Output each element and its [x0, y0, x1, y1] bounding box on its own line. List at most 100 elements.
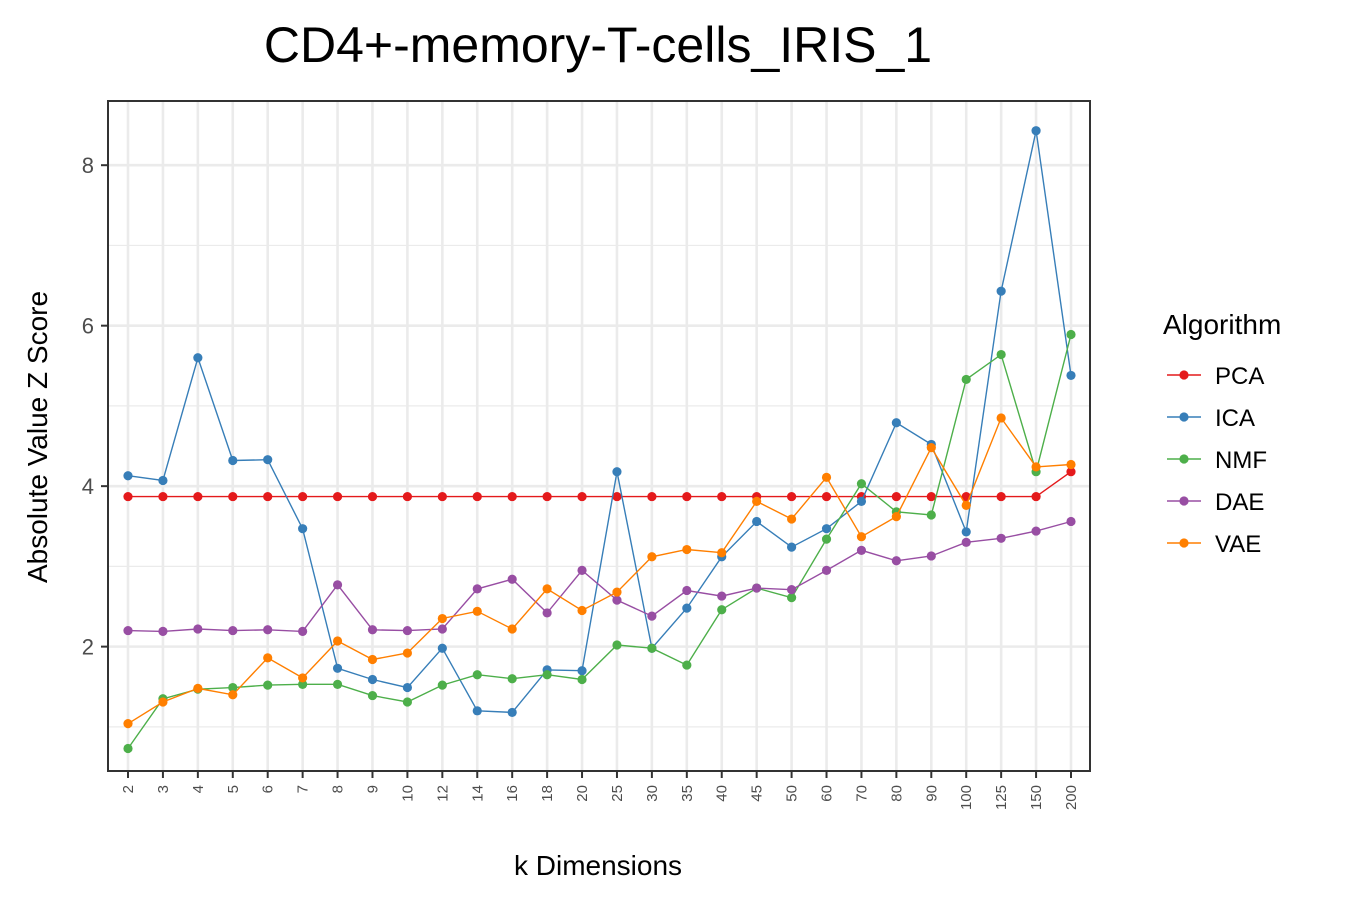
data-point-nmf	[437, 680, 447, 690]
data-point-pca	[123, 491, 133, 502]
data-point-dae	[402, 625, 413, 636]
legend-label-ica: ICA	[1215, 405, 1255, 432]
data-point-dae	[332, 580, 343, 590]
data-point-vae	[786, 514, 797, 524]
data-point-dae	[996, 533, 1006, 543]
data-point-ica	[612, 467, 622, 477]
series-layer	[123, 126, 1076, 754]
data-point-vae	[891, 512, 901, 522]
data-point-dae	[1031, 526, 1041, 536]
data-point-dae	[1066, 516, 1076, 527]
data-point-ica	[158, 475, 168, 486]
data-point-pca	[926, 491, 936, 502]
data-point-vae	[298, 673, 308, 683]
data-point-pca	[298, 491, 308, 502]
x-tick-label: 40	[714, 785, 731, 802]
legend-item-ica: ICA	[1167, 405, 1255, 432]
series-line-vae	[127, 416, 1072, 725]
data-point-nmf	[647, 643, 657, 653]
data-point-nmf	[717, 605, 727, 615]
x-tick-label: 70	[853, 785, 870, 802]
x-tick-label: 10	[399, 785, 416, 802]
x-tick-label: 14	[469, 785, 486, 802]
data-point-ica	[193, 353, 203, 363]
data-point-nmf	[682, 660, 692, 670]
legend-label-nmf: NMF	[1215, 447, 1267, 474]
series-line-dae	[127, 520, 1072, 633]
data-point-pca	[612, 491, 622, 502]
data-point-vae	[402, 648, 413, 658]
data-point-pca	[717, 491, 727, 502]
data-point-vae	[263, 653, 273, 663]
data-point-pca	[402, 491, 413, 502]
data-point-vae	[228, 690, 238, 700]
data-point-vae	[1031, 462, 1041, 472]
data-point-ica	[1031, 126, 1041, 136]
x-tick-label: 30	[644, 785, 661, 802]
x-tick-label: 200	[1063, 785, 1080, 810]
data-point-nmf	[507, 674, 517, 684]
data-point-ica	[437, 643, 447, 653]
legend-key-point	[1179, 454, 1189, 464]
data-point-dae	[577, 565, 587, 576]
x-tick-label: 50	[784, 785, 801, 802]
x-tick-label: 8	[330, 785, 347, 793]
legend-item-pca: PCA	[1167, 363, 1264, 390]
x-tick-label: 4	[190, 785, 207, 793]
data-point-ica	[577, 666, 587, 676]
data-point-pca	[577, 491, 587, 502]
data-point-dae	[856, 545, 867, 555]
legend-key-point	[1179, 496, 1189, 506]
data-point-ica	[228, 455, 238, 466]
data-point-vae	[158, 697, 168, 707]
data-point-nmf	[228, 682, 238, 693]
data-point-pca	[682, 491, 692, 502]
data-point-dae	[682, 585, 692, 596]
data-point-ica	[821, 524, 832, 534]
data-point-ica	[961, 527, 971, 537]
data-point-nmf	[577, 674, 587, 685]
data-point-ica	[507, 707, 517, 718]
data-point-dae	[123, 625, 133, 636]
data-point-vae	[507, 624, 517, 634]
data-point-ica	[263, 455, 273, 465]
data-point-pca	[437, 491, 447, 502]
data-point-pca	[263, 491, 273, 502]
series-pca	[123, 467, 1076, 502]
data-point-vae	[926, 443, 936, 453]
x-tick-label: 80	[888, 785, 905, 802]
data-point-vae	[961, 500, 971, 511]
data-point-nmf	[123, 743, 133, 754]
data-point-ica	[682, 603, 692, 613]
legend-label-dae: DAE	[1215, 489, 1264, 516]
x-tick-label: 5	[225, 785, 242, 793]
data-point-nmf	[612, 640, 622, 650]
data-point-nmf	[542, 670, 552, 680]
data-point-pca	[996, 491, 1006, 502]
x-tick-label: 90	[923, 785, 940, 802]
data-point-ica	[996, 286, 1006, 296]
data-point-nmf	[786, 593, 797, 603]
data-point-vae	[577, 605, 587, 616]
data-point-pca	[158, 491, 168, 502]
data-point-dae	[437, 624, 447, 634]
data-point-vae	[542, 584, 552, 594]
data-point-vae	[367, 654, 378, 665]
x-tick-label: 20	[574, 785, 591, 802]
data-point-vae	[193, 683, 203, 693]
data-point-vae	[682, 544, 692, 555]
data-point-nmf	[926, 510, 936, 520]
grid	[108, 101, 1090, 771]
data-point-nmf	[856, 479, 867, 489]
data-point-vae	[717, 548, 727, 558]
y-axis-label: Absolute Value Z Score	[22, 291, 53, 583]
data-point-nmf	[472, 670, 482, 680]
data-point-dae	[158, 626, 168, 636]
legend-item-vae: VAE	[1167, 531, 1261, 558]
legend-key-point	[1179, 370, 1189, 380]
legend-label-vae: VAE	[1215, 531, 1261, 558]
y-tick-label: 2	[82, 635, 94, 660]
data-point-ica	[402, 682, 413, 693]
series-line-ica	[127, 130, 1072, 714]
